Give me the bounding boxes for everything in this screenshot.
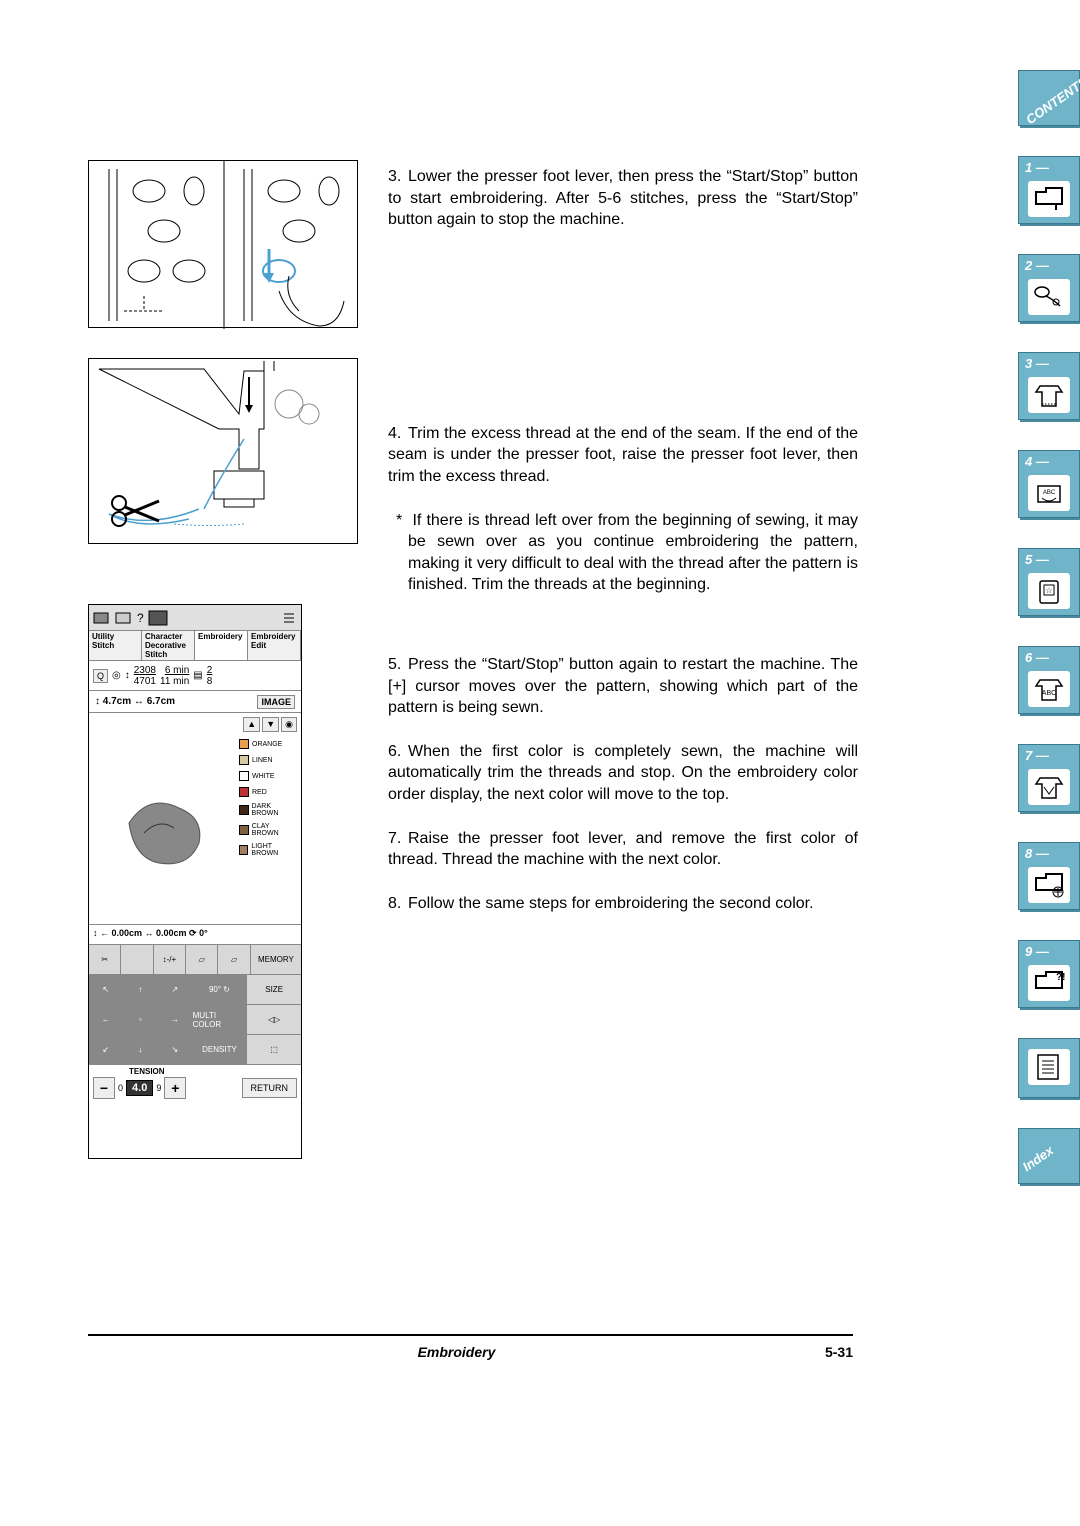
arrow-w-button[interactable]: ←: [89, 1005, 124, 1034]
color-item: DARK BROWN: [239, 803, 297, 817]
color-item: RED: [239, 787, 297, 797]
illustration-presser-foot-lever: [88, 160, 358, 328]
svg-text:ABC: ABC: [1043, 490, 1056, 496]
color-item: ORANGE: [239, 739, 297, 749]
rotate-90-button[interactable]: 90° ↻: [193, 975, 248, 1004]
svg-text:☆: ☆: [1045, 586, 1052, 595]
tab-chapter-1[interactable]: 1 —: [1018, 156, 1080, 224]
arrow-n-button[interactable]: ↑: [124, 975, 159, 1004]
tab-chapter-4[interactable]: 4 —ABC: [1018, 450, 1080, 518]
step-7: 7.Raise the presser foot lever, and remo…: [388, 828, 858, 871]
tab-chapter-6[interactable]: 6 —ABC: [1018, 646, 1080, 714]
color-item: WHITE: [239, 771, 297, 781]
lcd-tab-character[interactable]: Character Decorative Stitch: [142, 631, 195, 660]
lcd-button-row-3: ← ▫ → MULTI COLOR ◁▷: [89, 1005, 301, 1035]
step-3: 3.Lower the presser foot lever, then pre…: [388, 166, 858, 231]
step-4: 4.Trim the excess thread at the end of t…: [388, 423, 858, 488]
tab-chapter-5[interactable]: 5 —☆: [1018, 548, 1080, 616]
layout-button-2[interactable]: ▱: [218, 945, 250, 974]
color-item: LIGHT BROWN: [239, 843, 297, 857]
footer-title: Embroidery: [418, 1344, 496, 1360]
arrow-nw-button[interactable]: ↖: [89, 975, 124, 1004]
chapter-4-icon: ABC: [1028, 475, 1070, 511]
tab-chapter-9[interactable]: 9 —?!: [1018, 940, 1080, 1008]
needle-adjust-button[interactable]: ↕-/+: [154, 945, 186, 974]
illustration-trim-thread: [88, 358, 358, 544]
document-icon: [1028, 1049, 1070, 1085]
lcd-tab-utility[interactable]: Utility Stitch: [89, 631, 142, 660]
step-5: 5.Press the “Start/Stop” button again to…: [388, 654, 858, 719]
lcd-mode-tabs: Utility Stitch Character Decorative Stit…: [89, 631, 301, 661]
blank-button[interactable]: [121, 945, 153, 974]
lcd-pattern-area: ▲ ▼ ◉ ORANGE LINEN WHITE RED DARK BROWN CLAY …: [89, 713, 301, 925]
chapter-6-icon: ABC: [1028, 671, 1070, 707]
memory-button[interactable]: MEMORY: [251, 945, 301, 974]
chapter-2-icon: [1028, 279, 1070, 315]
lcd-button-row-2: ↖ ↑ ↗ 90° ↻ SIZE: [89, 975, 301, 1005]
tab-glossary[interactable]: [1018, 1038, 1080, 1098]
chapter-9-icon: ?!: [1028, 965, 1070, 1001]
lcd-stats-row: Q ◎ ↕ 2308 4701 6 min 11 min ▤ 2 8: [89, 661, 301, 691]
size-button[interactable]: SIZE: [247, 975, 301, 1004]
tab-contents[interactable]: CONTENTS: [1018, 70, 1080, 126]
lcd-position-row: ↕ ← 0.00cm ↔ 0.00cm ⟳ 0°: [89, 925, 301, 945]
lcd-topbar: ?: [89, 605, 301, 631]
svg-text:ABC: ABC: [1042, 690, 1056, 697]
tab-chapter-3[interactable]: 3 —: [1018, 352, 1080, 420]
density-button[interactable]: DENSITY: [193, 1035, 248, 1064]
tension-plus-button[interactable]: +: [164, 1077, 186, 1099]
chapter-8-icon: [1028, 867, 1070, 903]
center-button[interactable]: ▫: [124, 1005, 159, 1034]
thread-up-icon[interactable]: ▲: [243, 717, 260, 732]
tab-chapter-2[interactable]: 2 —: [1018, 254, 1080, 322]
arrow-sw-button[interactable]: ↙: [89, 1035, 124, 1064]
layout-button-1[interactable]: ▱: [186, 945, 218, 974]
chapter-1-icon: [1028, 181, 1070, 217]
color-list: ORANGE LINEN WHITE RED DARK BROWN CLAY BROWN L…: [239, 739, 297, 863]
svg-text:?!: ?!: [1056, 972, 1065, 983]
foot-icon: Q: [93, 669, 108, 683]
tension-value: 4.0: [126, 1080, 153, 1096]
tab-chapter-7[interactable]: 7 —: [1018, 744, 1080, 812]
return-button[interactable]: RETURN: [242, 1078, 298, 1098]
footer-page-number: 5-31: [825, 1344, 853, 1360]
step-8: 8.Follow the same steps for embroidering…: [388, 893, 858, 915]
lcd-tab-embroidery-edit[interactable]: Embroidery Edit: [248, 631, 301, 660]
palette-icon[interactable]: ◉: [281, 717, 297, 732]
right-column: 3.Lower the presser foot lever, then pre…: [388, 160, 858, 936]
frame-button[interactable]: ⬚: [247, 1035, 301, 1064]
lcd-tension-row: TENSION − 0 4.0 9 + RETURN: [89, 1065, 301, 1101]
multicolor-button[interactable]: MULTI COLOR: [193, 1005, 248, 1034]
left-column: ? Utility Stitch Character Decorative St…: [88, 160, 388, 1181]
lcd-dimensions: ↕ 4.7cm ↔ 6.7cm IMAGE: [89, 691, 301, 713]
color-item: CLAY BROWN: [239, 823, 297, 837]
tab-chapter-8[interactable]: 8 —: [1018, 842, 1080, 910]
illustration-lcd-panel: ? Utility Stitch Character Decorative St…: [88, 604, 302, 1159]
tab-index[interactable]: Index: [1018, 1128, 1080, 1184]
color-item: LINEN: [239, 755, 297, 765]
image-button[interactable]: IMAGE: [257, 695, 295, 709]
lcd-button-row-1: ✂ ↕-/+ ▱ ▱ MEMORY: [89, 945, 301, 975]
arrow-e-button[interactable]: →: [158, 1005, 193, 1034]
chapter-5-icon: ☆: [1028, 573, 1070, 609]
arrow-s-button[interactable]: ↓: [124, 1035, 159, 1064]
color-stack-icon: ▤: [193, 670, 202, 681]
sidebar-tabs: CONTENTS 1 — 2 — 3 — 4 —ABC 5 —☆ 6 —ABC 7 — 8 —…: [1018, 70, 1080, 1214]
tension-minus-button[interactable]: −: [93, 1077, 115, 1099]
step-4-note: * If there is thread left over from the …: [388, 510, 858, 596]
spool-icon: ◎: [112, 670, 121, 681]
lcd-tab-embroidery[interactable]: Embroidery: [195, 631, 248, 660]
lcd-button-row-4: ↙ ↓ ↘ DENSITY ⬚: [89, 1035, 301, 1065]
step-6: 6.When the first color is completely sew…: [388, 741, 858, 806]
thread-down-icon[interactable]: ▼: [262, 717, 279, 732]
arrow-ne-button[interactable]: ↗: [158, 975, 193, 1004]
mirror-button[interactable]: ◁▷: [247, 1005, 301, 1034]
cut-button[interactable]: ✂: [89, 945, 121, 974]
arrow-se-button[interactable]: ↘: [158, 1035, 193, 1064]
chapter-3-icon: [1028, 377, 1070, 413]
chapter-7-icon: [1028, 769, 1070, 805]
page-footer: Embroidery 5-31: [88, 1334, 853, 1360]
